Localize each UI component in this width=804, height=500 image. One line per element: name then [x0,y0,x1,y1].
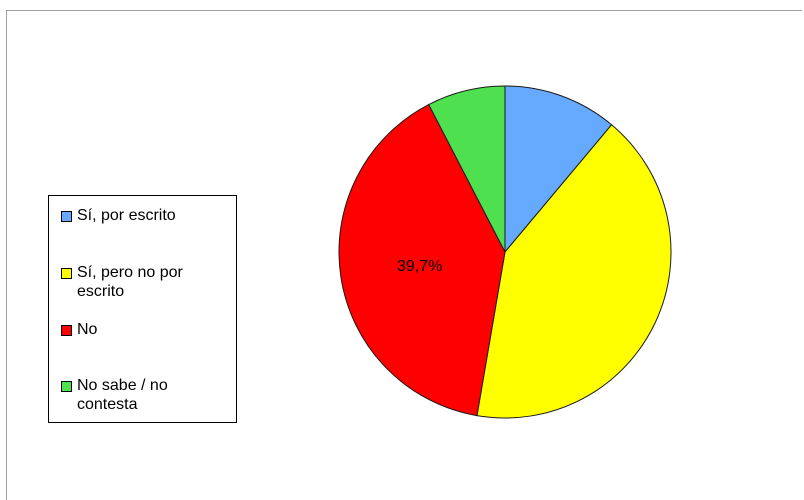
pie-chart: 39,7% [338,85,672,419]
chart-frame [6,10,802,500]
legend-label-no-sabe-no-contesta: No sabe / no contesta [77,377,168,413]
legend-label-no: No [77,321,98,338]
legend-swatch-no [61,325,72,336]
pie-slice-no-sabe-no-contesta [428,85,506,253]
legend-label-si-por-escrito: Sí, por escrito [77,207,176,224]
legend-swatch-si-pero-no-por-escrito [61,268,72,279]
chart-legend: Sí, por escrito Sí, pero no por escrito … [48,195,237,423]
legend-swatch-si-por-escrito [61,211,72,222]
legend-swatch-no-sabe-no-contesta [61,381,72,392]
pie-slice-no [338,103,506,417]
legend-label-si-pero-no-por-escrito: Sí, pero no por escrito [77,264,183,300]
pie-slice-si-por-escrito [504,85,613,254]
data-label-no: 39,7% [397,258,442,275]
pie-slice-si-pero-no-por-escrito [476,124,672,419]
